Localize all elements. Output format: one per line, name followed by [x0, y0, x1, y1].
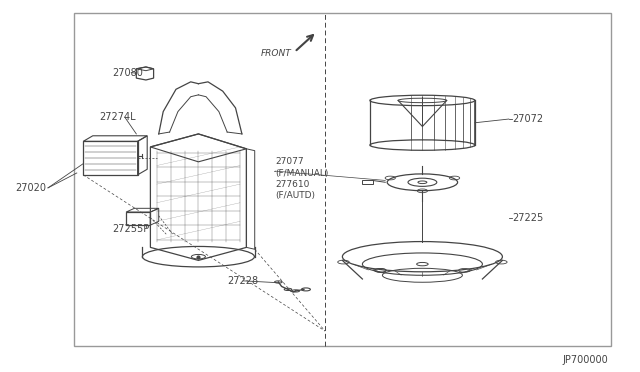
Text: 27225: 27225	[512, 213, 543, 222]
Text: 27077
(F/MANUAL)
277610
(F/AUTD): 27077 (F/MANUAL) 277610 (F/AUTD)	[275, 157, 328, 200]
Text: 27228: 27228	[227, 276, 259, 286]
Bar	[362, 180, 373, 184]
Text: FRONT: FRONT	[260, 49, 291, 58]
Text: 27072: 27072	[512, 114, 543, 124]
Text: JP700000: JP700000	[563, 355, 608, 365]
Text: 27020: 27020	[15, 183, 46, 193]
Text: 27255P: 27255P	[112, 224, 149, 234]
Bar	[74, 13, 611, 346]
Text: 27274L: 27274L	[99, 112, 136, 122]
Text: 27080: 27080	[112, 68, 143, 77]
